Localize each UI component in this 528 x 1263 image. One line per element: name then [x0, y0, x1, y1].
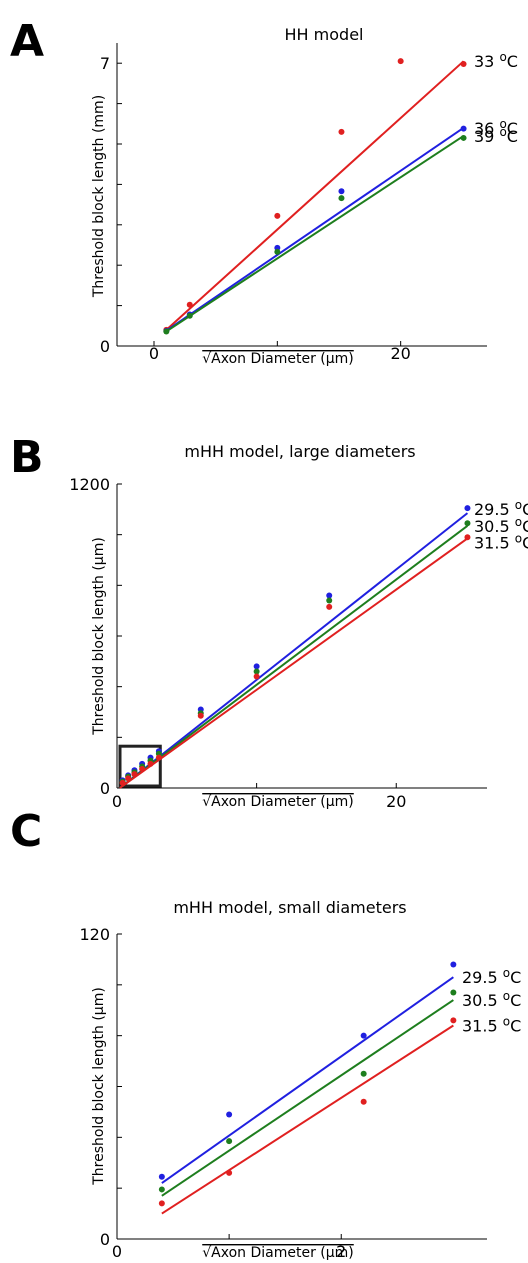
data-point — [326, 592, 333, 599]
data-point — [155, 754, 162, 761]
y-tick-label: 120 — [79, 925, 110, 944]
y-axis-label: Threshold block length (μm) — [91, 987, 107, 1186]
data-point — [226, 1169, 233, 1176]
data-point — [460, 134, 467, 141]
fit-line — [161, 999, 454, 1197]
series-label: 33 oC — [474, 50, 518, 71]
data-point — [397, 58, 404, 65]
x-tick-label: 0 — [112, 1242, 122, 1261]
series-label: 29.5 oC — [462, 966, 521, 987]
x-tick-label: 20 — [390, 344, 410, 363]
y-axis-label: Threshold block length (μm) — [91, 537, 107, 736]
data-point — [197, 712, 204, 719]
chart-title: mHH model, large diameters — [184, 442, 415, 461]
series-label: 39 oC — [474, 125, 518, 146]
data-point — [158, 1186, 165, 1193]
fit-line — [119, 537, 469, 789]
x-axis-label: √Axon Diameter (μm) — [202, 794, 354, 810]
fit-line — [165, 135, 465, 333]
data-point — [158, 1173, 165, 1180]
fit-line — [165, 127, 465, 332]
series-label: 36 oC — [474, 117, 518, 138]
data-point — [186, 312, 193, 319]
fit-line — [161, 1024, 454, 1215]
data-point — [464, 505, 471, 512]
data-point — [163, 328, 170, 335]
data-point — [131, 771, 138, 778]
data-point — [460, 125, 467, 132]
zoom-inset-box — [118, 744, 162, 788]
data-point — [338, 128, 345, 135]
data-point — [326, 597, 333, 604]
data-point — [253, 673, 260, 680]
data-point — [274, 212, 281, 219]
fit-line — [165, 60, 465, 331]
chart-title: HH model — [285, 25, 364, 44]
series-label: 30.5 oC — [462, 989, 521, 1010]
panel-a: A HH model 0 7 0 20 √Axon Diameter (μm) Thresho… — [10, 16, 518, 367]
data-point — [226, 1111, 233, 1118]
x-tick-label: 2 — [336, 1242, 346, 1261]
y-tick-label: 0 — [100, 1230, 110, 1249]
series-label: 31.5 oC — [474, 531, 528, 552]
data-point — [158, 1200, 165, 1207]
data-point — [186, 301, 193, 308]
data-point — [338, 188, 345, 195]
chart-title: mHH model, small diameters — [173, 898, 406, 917]
data-point — [253, 663, 260, 670]
y-tick-label: 1200 — [69, 475, 110, 494]
y-tick-label: 0 — [100, 337, 110, 356]
fit-line — [119, 512, 469, 789]
fit-line — [119, 525, 469, 789]
data-point — [360, 1032, 367, 1039]
x-axis-label: √Axon Diameter (μm) — [202, 1245, 354, 1261]
x-axis-label: √Axon Diameter (μm) — [202, 351, 354, 367]
data-point — [450, 1017, 457, 1024]
data-point — [450, 961, 457, 968]
y-axis-label: Threshold block length (mm) — [91, 95, 107, 298]
data-point — [338, 195, 345, 202]
series-label: 31.5 oC — [462, 1015, 521, 1036]
panel-label: C — [10, 806, 42, 857]
data-point — [274, 248, 281, 255]
data-point — [450, 989, 457, 996]
series-label: 29.5 oC — [474, 498, 528, 519]
x-tick-label: 0 — [149, 344, 159, 363]
fit-line — [161, 976, 454, 1184]
data-point — [460, 61, 467, 68]
data-point — [139, 766, 146, 772]
series-label: 30.5 oC — [474, 515, 528, 536]
panel-label: B — [10, 432, 44, 483]
x-tick-label: 20 — [386, 792, 406, 811]
x-tick-label: 0 — [112, 792, 122, 811]
data-point — [464, 534, 471, 541]
y-tick-label: 0 — [100, 779, 110, 798]
data-point — [119, 779, 126, 786]
y-tick-label: 7 — [100, 54, 110, 73]
data-point — [253, 668, 260, 675]
data-point — [360, 1070, 367, 1077]
data-point — [464, 520, 471, 527]
data-point — [360, 1098, 367, 1105]
data-point — [125, 775, 132, 782]
data-point — [326, 603, 333, 610]
panel-label: A — [10, 16, 44, 67]
data-point — [147, 760, 154, 767]
data-point — [226, 1138, 233, 1145]
